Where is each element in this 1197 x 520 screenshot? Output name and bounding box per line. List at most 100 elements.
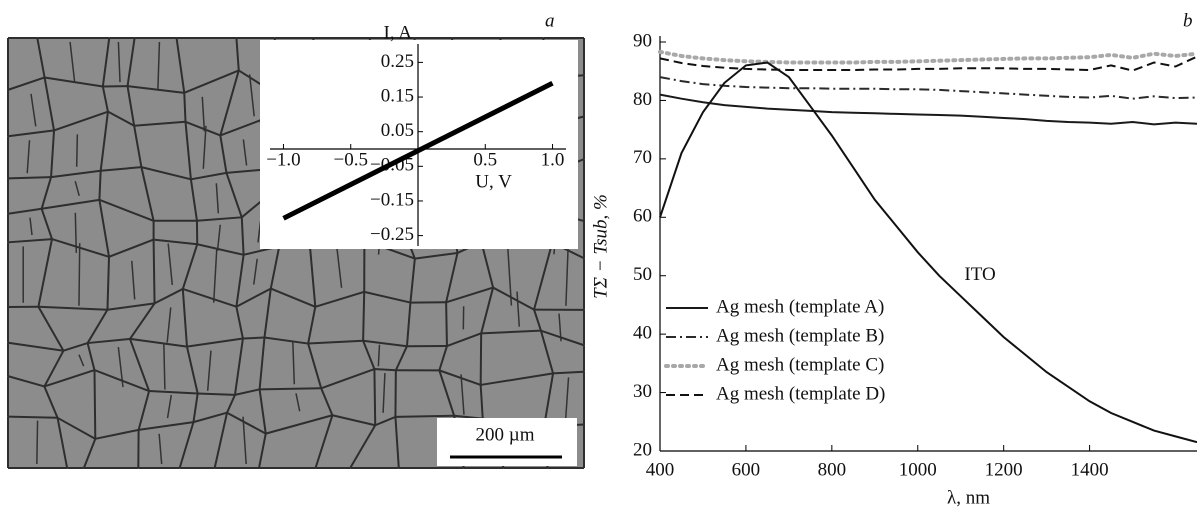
crack	[86, 309, 109, 344]
crack	[108, 238, 154, 258]
crack	[225, 172, 243, 218]
crack	[7, 76, 45, 91]
crack	[134, 120, 186, 127]
crack	[206, 350, 212, 391]
crack	[215, 183, 220, 214]
crack	[181, 288, 188, 347]
crack	[394, 416, 400, 469]
crack	[258, 433, 267, 469]
crack	[240, 217, 245, 255]
crack	[480, 372, 554, 386]
crack	[7, 207, 42, 215]
crack	[78, 354, 85, 367]
crack	[37, 238, 53, 307]
crack	[405, 302, 412, 347]
crack	[438, 369, 482, 386]
crack	[374, 368, 396, 372]
x-tick-label: 0.5	[473, 149, 497, 170]
crack	[53, 110, 109, 132]
legend-label: Ag mesh (template A)	[716, 296, 884, 317]
crack	[141, 166, 192, 181]
crack	[86, 342, 96, 371]
crack	[219, 119, 261, 137]
y-tick-label: 80	[633, 89, 652, 110]
crack	[36, 420, 39, 465]
crack	[373, 369, 377, 426]
crack	[7, 341, 64, 352]
crack	[50, 130, 56, 178]
crack	[540, 329, 585, 347]
y-tick-label: 60	[633, 206, 652, 227]
crack	[314, 414, 334, 469]
crack	[193, 411, 228, 424]
crack	[362, 291, 366, 341]
y-tick-label: 0.15	[381, 85, 414, 106]
crack	[259, 387, 322, 391]
crack	[242, 139, 248, 166]
crack	[516, 291, 521, 327]
y-tick-label: 70	[633, 147, 652, 168]
panel-label: a	[545, 10, 555, 31]
crack	[258, 337, 266, 390]
x-tick-label: 1400	[1071, 459, 1109, 480]
crack	[93, 370, 97, 439]
crack	[43, 386, 59, 419]
crack	[184, 121, 192, 180]
crack	[181, 243, 199, 290]
crack	[308, 339, 364, 345]
crack	[127, 85, 185, 94]
crack	[98, 170, 102, 200]
y-tick-label: −0.15	[370, 189, 414, 210]
crack	[196, 216, 242, 222]
y-tick-label: −0.25	[370, 224, 414, 245]
crack	[185, 346, 199, 394]
crack	[50, 169, 101, 179]
crack	[7, 238, 53, 244]
crack	[29, 217, 33, 236]
crack	[94, 369, 150, 392]
crack	[166, 394, 173, 419]
crack	[182, 288, 237, 308]
crack	[133, 125, 143, 168]
x-tick-label: 1200	[985, 459, 1023, 480]
crack	[82, 438, 97, 469]
crack	[101, 86, 109, 112]
crack	[235, 254, 245, 307]
crack	[553, 370, 585, 375]
crack	[192, 393, 199, 423]
crack	[492, 286, 535, 311]
crack	[56, 417, 69, 469]
crack	[158, 433, 163, 465]
crack	[438, 345, 448, 371]
crack	[253, 258, 258, 285]
crack	[26, 140, 31, 174]
crack	[131, 260, 136, 300]
crack	[69, 41, 76, 83]
crack	[7, 129, 55, 138]
legend-label: Ag mesh (template D)	[716, 383, 885, 404]
crack	[445, 252, 459, 303]
data-line	[282, 80, 554, 221]
crack	[107, 302, 155, 311]
crack	[445, 286, 494, 304]
crack	[157, 41, 161, 89]
crack	[349, 424, 377, 469]
crack	[235, 306, 244, 339]
crack	[481, 329, 541, 335]
crack	[213, 412, 229, 469]
crack	[292, 341, 296, 385]
crack	[235, 37, 240, 71]
crack	[242, 336, 265, 340]
crack	[189, 179, 198, 221]
crack	[445, 302, 448, 347]
crack	[263, 288, 272, 338]
crack	[197, 392, 236, 396]
x-axis-label: U, V	[475, 171, 512, 192]
crack	[185, 120, 221, 137]
crack	[166, 307, 172, 343]
crack	[183, 69, 240, 94]
crack	[74, 180, 80, 197]
crack	[374, 415, 396, 427]
y-tick-label: 40	[633, 323, 652, 344]
crack	[539, 330, 555, 374]
